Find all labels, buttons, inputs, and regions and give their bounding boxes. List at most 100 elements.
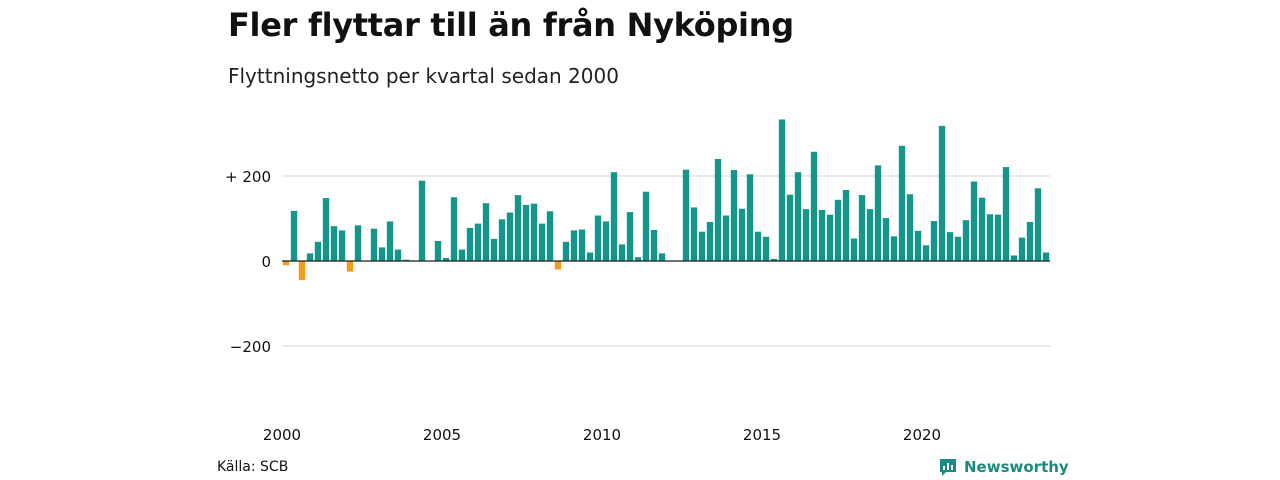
y-tick-label: 0 (261, 253, 271, 271)
y-tick-label: −200 (230, 338, 271, 356)
bar (938, 125, 946, 261)
bar (914, 230, 922, 261)
bar (338, 230, 346, 261)
bar (626, 212, 634, 262)
bar (786, 194, 794, 261)
bar (986, 214, 994, 261)
bar (402, 259, 410, 261)
bar (738, 208, 746, 261)
y-tick-label: + 200 (225, 168, 271, 186)
bar (1026, 221, 1034, 261)
bar (690, 207, 698, 261)
bar (714, 159, 722, 261)
bar (642, 191, 650, 261)
bar (466, 227, 474, 261)
bar (474, 223, 482, 261)
bar (522, 204, 530, 261)
bar (882, 218, 890, 261)
bar (1002, 167, 1010, 261)
bar (698, 231, 706, 261)
bar (866, 209, 874, 261)
bar (922, 245, 930, 261)
bar (530, 203, 538, 262)
bar (554, 261, 562, 270)
bar (778, 119, 786, 261)
bar (1034, 188, 1042, 261)
bar (306, 253, 314, 261)
bar (322, 198, 330, 261)
x-tick-label: 2020 (903, 426, 941, 444)
chart-title: Fler flyttar till än från Nyköping (228, 6, 794, 44)
bar (906, 194, 914, 261)
x-tick-label: 2000 (263, 426, 301, 444)
bar (970, 181, 978, 261)
bar (770, 258, 778, 262)
bar (594, 215, 602, 262)
bar (546, 211, 554, 262)
bar (562, 241, 570, 262)
newsworthy-logo[interactable]: Newsworthy (938, 456, 1069, 478)
x-axis-ticks: 2000 2005 2010 2015 2020 (263, 426, 941, 444)
bar (490, 238, 498, 261)
bar (682, 169, 690, 262)
bar (458, 249, 466, 261)
bar (946, 232, 954, 261)
bar (538, 223, 546, 261)
bar (754, 231, 762, 261)
bar (762, 236, 770, 261)
bar (618, 244, 626, 261)
bar (602, 221, 610, 261)
bar (730, 170, 738, 261)
bar (850, 238, 858, 261)
bar (826, 214, 834, 261)
bar (962, 220, 970, 261)
bar (370, 228, 378, 261)
bar (1018, 237, 1026, 262)
bar (834, 199, 842, 261)
bar (586, 252, 594, 261)
bar (658, 253, 666, 261)
bar (346, 261, 354, 272)
bar (874, 165, 882, 262)
bar (994, 214, 1002, 261)
gridlines (282, 175, 1050, 347)
bars (282, 119, 1050, 281)
bar (482, 203, 490, 261)
bar (978, 197, 986, 261)
bar (954, 236, 962, 261)
bar (810, 151, 818, 261)
bar (354, 225, 362, 261)
source-note: Källa: SCB (217, 459, 289, 475)
bar (434, 241, 442, 261)
bar (802, 209, 810, 261)
bar (650, 229, 658, 261)
bar (378, 247, 386, 261)
bar (842, 190, 850, 261)
bar (634, 257, 642, 261)
bar (498, 219, 506, 261)
bar (570, 230, 578, 261)
bar (858, 195, 866, 262)
bar (610, 172, 618, 262)
bar (330, 226, 338, 261)
bar (514, 195, 522, 262)
bar (890, 236, 898, 261)
bar (418, 180, 426, 262)
chart-subtitle: Flyttningsnetto per kvartal sedan 2000 (228, 64, 619, 88)
x-tick-label: 2010 (583, 426, 621, 444)
bar (746, 174, 754, 261)
bar (930, 221, 938, 261)
x-tick-label: 2005 (423, 426, 461, 444)
x-tick-label: 2015 (743, 426, 781, 444)
bar (442, 258, 450, 261)
bar (386, 221, 394, 261)
bar (706, 221, 714, 261)
bar (794, 172, 802, 262)
bar (314, 241, 322, 262)
bar (818, 210, 826, 261)
bar (722, 215, 730, 262)
bar (898, 145, 906, 261)
newsworthy-logo-icon (940, 459, 956, 476)
